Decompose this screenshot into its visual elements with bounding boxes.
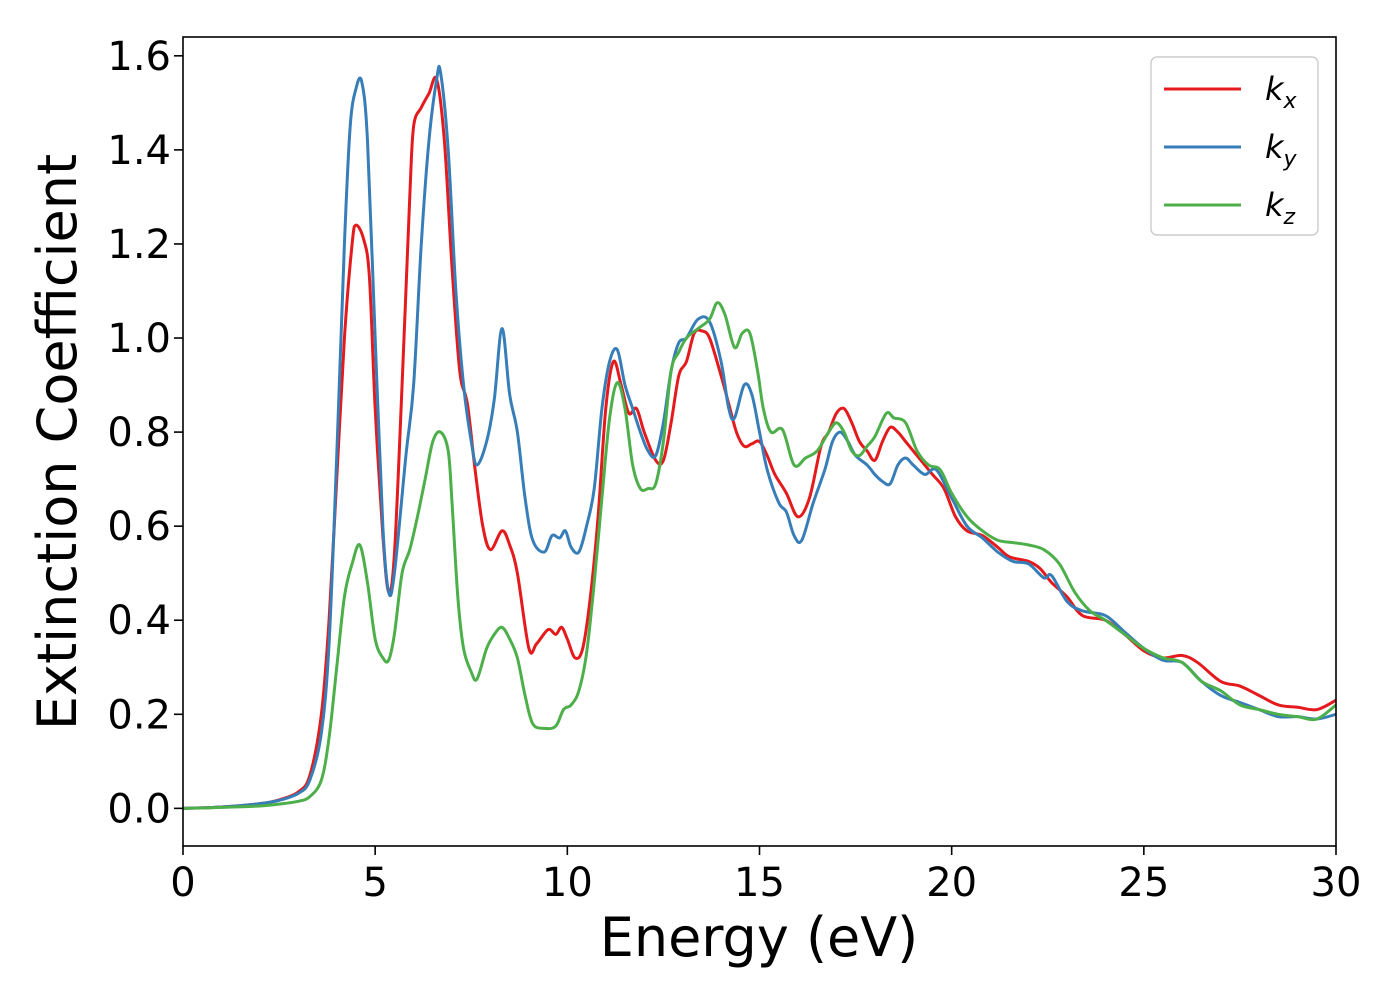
y-tick-label: 0.2 <box>107 692 171 738</box>
x-axis-label: Energy (eV) <box>600 906 919 969</box>
x-tick-label: 0 <box>170 860 195 906</box>
y-axis-label: Extinction Coefficient <box>26 154 89 730</box>
x-tick-label: 30 <box>1311 860 1362 906</box>
legend-label-ky: ky <box>1265 128 1298 172</box>
x-tick-label: 15 <box>734 860 785 906</box>
legend: kx ky kz <box>1150 56 1319 236</box>
series-line-ky <box>183 64 1336 810</box>
y-tick-label: 1.4 <box>107 128 171 174</box>
x-tick-label: 20 <box>926 860 977 906</box>
y-tick-label: 1.0 <box>107 316 171 362</box>
axes-layer: 0 5 10 15 20 25 30 0.0 0.2 0.4 0.6 0.8 1.0 1.2 1.4 1.6 <box>107 34 1361 906</box>
legend-label-kz: kz <box>1265 186 1296 230</box>
series-line-kz <box>183 301 1336 810</box>
y-tick-label: 0.6 <box>107 504 171 550</box>
y-tick-label: 0.0 <box>107 786 171 832</box>
x-tick-label: 5 <box>362 860 387 906</box>
y-tick-label: 1.6 <box>107 34 171 80</box>
y-tick-label: 1.2 <box>107 222 171 268</box>
legend-label-kx: kx <box>1265 70 1298 114</box>
x-tick-label: 25 <box>1118 860 1169 906</box>
series-layer <box>183 64 1336 810</box>
y-tick-label: 0.4 <box>107 598 171 644</box>
y-tick-label: 0.8 <box>107 410 171 456</box>
x-tick-label: 10 <box>542 860 593 906</box>
